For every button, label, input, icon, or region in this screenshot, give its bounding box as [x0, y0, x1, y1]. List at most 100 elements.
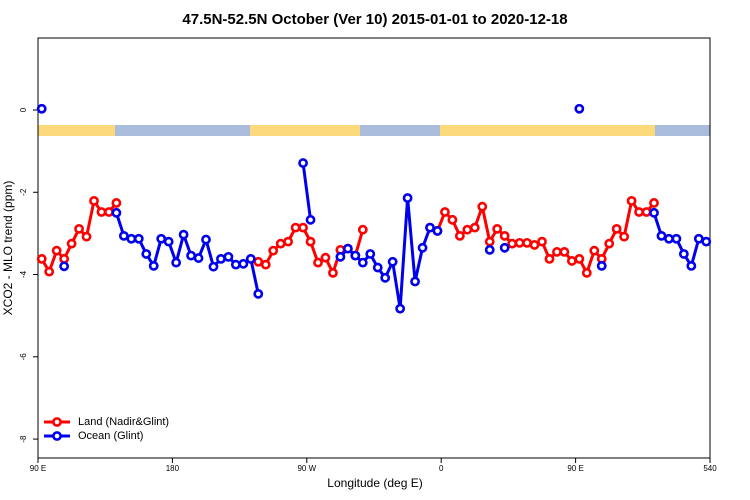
- data-point: [529, 240, 540, 250]
- data-point: [328, 267, 338, 278]
- y-tick-label: 0: [19, 107, 28, 112]
- data-point: [66, 238, 77, 249]
- data-point: [686, 260, 697, 271]
- data-point: [492, 223, 503, 234]
- data-point: [36, 254, 47, 264]
- data-point: [507, 238, 518, 249]
- data-point: [111, 207, 122, 218]
- data-point: [574, 254, 585, 264]
- data-point: [537, 236, 547, 247]
- data-point: [440, 207, 450, 217]
- data-point: [81, 231, 92, 242]
- data-point: [51, 245, 62, 256]
- data-point: [253, 256, 264, 267]
- ocean-strip: [115, 125, 250, 136]
- chart-title: 47.5N-52.5N October (Ver 10) 2015-01-01 …: [182, 11, 567, 28]
- data-point: [589, 245, 600, 256]
- data-point: [641, 207, 652, 217]
- data-point: [387, 256, 398, 267]
- data-point: [89, 195, 99, 206]
- data-point: [171, 257, 182, 268]
- data-point: [522, 237, 532, 248]
- data-point: [484, 236, 495, 247]
- data-point: [552, 247, 562, 257]
- data-point: [253, 288, 264, 299]
- data-point: [477, 201, 488, 212]
- data-point: [216, 254, 226, 264]
- data-point: [104, 207, 114, 217]
- legend-marker: [52, 431, 62, 441]
- data-point: [44, 266, 55, 277]
- data-point: [350, 250, 361, 261]
- data-point: [469, 222, 480, 233]
- series-line: [114, 162, 707, 309]
- x-tick-label: 90 E: [30, 464, 46, 473]
- data-point: [186, 250, 196, 261]
- x-axis-label: Longitude (deg E): [327, 476, 422, 490]
- x-tick-label: 90 W: [297, 464, 316, 473]
- data-point: [245, 254, 256, 264]
- data-point: [126, 233, 137, 244]
- land-strip: [250, 125, 360, 136]
- data-point: [335, 251, 346, 262]
- data-point: [298, 222, 308, 233]
- land-strip: [440, 125, 655, 136]
- legend-label: Land (Nadir&Glint): [78, 416, 169, 428]
- x-tick-label: 90 E: [567, 464, 583, 473]
- data-point: [141, 249, 152, 259]
- data-point: [290, 222, 301, 233]
- data-point: [118, 230, 129, 241]
- data-point: [693, 233, 704, 244]
- data-point: [380, 272, 391, 283]
- ocean-strip: [360, 125, 440, 136]
- data-point: [581, 267, 592, 278]
- data-point: [178, 229, 189, 240]
- ocean-strip: [655, 125, 710, 136]
- plot-frame: [37, 37, 711, 459]
- data-point: [96, 207, 107, 217]
- x-tick-label: 540: [703, 464, 717, 473]
- y-tick-label: -8: [19, 435, 28, 443]
- data-point: [619, 231, 630, 242]
- data-point: [559, 247, 570, 257]
- land-strip: [38, 125, 115, 136]
- data-point: [230, 259, 241, 270]
- data-point: [342, 243, 353, 254]
- data-point: [283, 236, 294, 247]
- data-point: [59, 261, 70, 272]
- data-point: [305, 214, 316, 225]
- data-point: [432, 226, 443, 236]
- data-point: [163, 236, 174, 247]
- data-point: [566, 256, 577, 266]
- data-point: [36, 103, 47, 114]
- data-point: [260, 259, 271, 270]
- x-tick-label: 0: [439, 464, 444, 473]
- data-point: [514, 237, 525, 248]
- data-point: [402, 193, 413, 203]
- data-point: [193, 253, 204, 263]
- data-point: [320, 252, 331, 263]
- data-point: [701, 236, 712, 247]
- y-tick-label: -2: [19, 188, 28, 196]
- data-point: [462, 224, 473, 235]
- data-point: [664, 233, 674, 244]
- y-tick-label: -6: [19, 353, 28, 361]
- data-point: [499, 230, 510, 241]
- legend-marker: [52, 417, 62, 427]
- data-point: [201, 234, 211, 245]
- data-point: [649, 198, 659, 208]
- data-point: [74, 223, 84, 234]
- data-point: [671, 233, 682, 244]
- legend-label: Ocean (Glint): [78, 430, 143, 442]
- data-point: [656, 230, 667, 241]
- data-point: [357, 224, 368, 235]
- data-point: [365, 249, 376, 259]
- data-point: [447, 214, 458, 225]
- data-point: [611, 223, 622, 234]
- data-point: [634, 207, 644, 217]
- data-point: [604, 238, 615, 249]
- data-point: [133, 233, 144, 244]
- y-axis-label: XCO2 - MLO trend (ppm): [1, 181, 15, 316]
- data-point: [417, 242, 428, 253]
